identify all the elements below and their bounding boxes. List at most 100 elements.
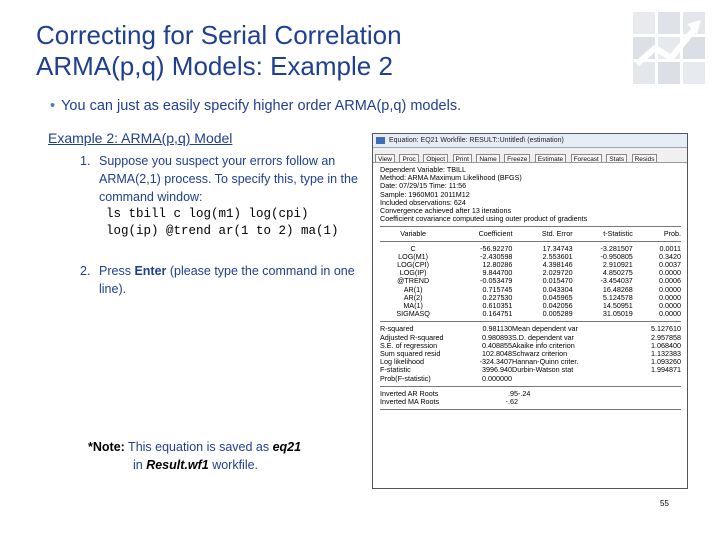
divider xyxy=(380,321,681,323)
stat-cell: Hannan-Quinn criter. xyxy=(512,357,579,367)
table-cell: 0.0000 xyxy=(659,292,681,302)
bullet-point: • You can just as easily specify higher o… xyxy=(50,98,461,114)
window-titlebar[interactable]: Equation: EQ21 Workfile: RESULT::Untitle… xyxy=(373,134,687,148)
stat-cell: Log likelihood xyxy=(380,357,424,367)
root-cell: .95 xyxy=(508,388,518,398)
table-cell: -3.454037 xyxy=(600,276,633,286)
table-cell: 12.80286 xyxy=(482,260,513,270)
title-line-1: Correcting for Serial Correlation xyxy=(36,20,402,50)
output-header: Dependent Variable: TBILL Method: ARMA M… xyxy=(380,166,681,223)
stats-button[interactable]: Stats xyxy=(606,154,628,162)
table-cell: 5.124578 xyxy=(602,292,633,302)
enter-key: Enter xyxy=(134,264,167,278)
table-cell: 2.553601 xyxy=(542,251,573,261)
stat-cell: Schwarz criterion xyxy=(512,349,568,359)
header-line: Included observations: 624 xyxy=(380,198,466,207)
table-cell: 2.910921 xyxy=(602,260,633,270)
table-row: AR(2) 0.227530 0.045965 5.124578 0.0000 xyxy=(380,292,681,302)
stat-cell xyxy=(512,375,612,383)
column-header: Variable xyxy=(400,229,427,239)
table-cell: -2.430598 xyxy=(480,251,513,261)
table-cell: -56.92270 xyxy=(480,243,513,253)
table-cell: C xyxy=(410,243,416,253)
header-line: Method: ARMA Maximum Likelihood (BFGS) xyxy=(380,174,522,183)
command-line-1: ls tbill c log(m1) log(cpi) xyxy=(106,207,309,221)
step-1: 1. Suppose you suspect your errors follo… xyxy=(80,152,370,240)
step-1-text: Suppose you suspect your errors follow a… xyxy=(99,154,358,204)
table-cell: AR(1) xyxy=(403,284,423,294)
forecast-button[interactable]: Forecast xyxy=(570,154,602,162)
table-cell: 0.043304 xyxy=(542,284,573,294)
stat-cell: 5.127610 xyxy=(651,324,681,334)
table-row: AR(1) 0.715745 0.043304 16.48268 0.0000 xyxy=(380,284,681,294)
stat-cell: Sum squared resid xyxy=(380,349,441,359)
stat-cell: -324.3407 xyxy=(479,357,512,367)
stat-cell: 1.994871 xyxy=(651,365,681,375)
stat-cell: Akaike info criterion xyxy=(512,340,575,350)
table-cell: AR(2) xyxy=(403,292,423,302)
step-2-number: 2. xyxy=(80,264,91,278)
table-cell: 31.05019 xyxy=(602,309,633,319)
table-cell: 0.610351 xyxy=(482,301,513,311)
proc-button[interactable]: Proc xyxy=(399,154,419,162)
table-cell: 0.0006 xyxy=(659,276,681,286)
stat-cell: R-squared xyxy=(380,324,414,334)
object-button[interactable]: Object xyxy=(423,154,449,162)
table-row: C -56.92270 17.34743 -3.281507 0.0011 xyxy=(380,243,682,253)
window-toolbar: View Proc Object Print Name Freeze Estim… xyxy=(373,148,687,163)
table-cell: 0.164751 xyxy=(482,309,513,319)
table-cell: -3.281507 xyxy=(600,243,633,253)
header-line: Date: 07/29/15 Time: 11:56 xyxy=(380,182,467,191)
freeze-button[interactable]: Freeze xyxy=(504,154,531,162)
page-number: 55 xyxy=(660,499,669,508)
inverted-roots: Inverted AR Roots .95 -.24 Inverted MA Root… xyxy=(380,388,681,406)
table-cell: 0.015470 xyxy=(542,276,573,286)
stat-cell: 0.981130 xyxy=(482,324,512,334)
column-header: Std. Error xyxy=(541,229,573,239)
table-cell: 4.398146 xyxy=(542,260,573,270)
print-button[interactable]: Print xyxy=(452,154,472,162)
view-button[interactable]: View xyxy=(375,154,395,162)
table-row: SIGMASQ 0.164751 0.005289 31.05019 0.0000 xyxy=(380,310,681,318)
table-header-row: Variable Coefficient Std. Error t-Statis… xyxy=(380,230,681,238)
note-file: Result.wf1 xyxy=(146,458,209,472)
stat-cell: F-statistic xyxy=(380,365,411,375)
stat-cell: 0.980893 xyxy=(482,332,512,342)
slide-title: Correcting for Serial Correlation ARMA(p… xyxy=(36,20,596,82)
divider xyxy=(380,226,681,228)
step-2: 2. Press Enter (please type the command … xyxy=(80,262,370,298)
note: *Note: This equation is saved as eq21 in… xyxy=(88,438,301,474)
table-cell: 0.0000 xyxy=(659,268,681,278)
column-header: t-Statistic xyxy=(603,229,633,239)
equation-window[interactable]: Equation: EQ21 Workfile: RESULT::Untitle… xyxy=(372,133,688,489)
root-cell: -.24 xyxy=(518,388,531,398)
table-cell: 0.0000 xyxy=(659,284,681,294)
table-cell: LOG(IP) xyxy=(399,268,427,278)
estimation-output: Dependent Variable: TBILL Method: ARMA M… xyxy=(373,163,687,411)
table-cell: 9.844700 xyxy=(482,268,513,278)
resids-button[interactable]: Resids xyxy=(631,154,658,162)
divider xyxy=(380,409,681,411)
stat-cell: S.E. of regression xyxy=(380,340,438,350)
stat-cell: Prob(F-statistic) xyxy=(380,373,431,383)
note-text-3: workfile. xyxy=(208,458,259,472)
stat-cell: Durbin-Watson stat xyxy=(512,365,574,375)
name-button[interactable]: Name xyxy=(476,154,500,162)
estimate-button[interactable]: Estimate xyxy=(534,154,567,162)
logo-icon xyxy=(633,12,705,84)
table-cell: 4.850275 xyxy=(602,268,633,278)
divider xyxy=(380,385,681,387)
table-cell: LOG(CPI) xyxy=(397,260,430,270)
step-2-text: Press Enter (please type the command in … xyxy=(99,262,370,298)
window-icon xyxy=(376,137,385,144)
table-cell: 0.0000 xyxy=(659,301,681,311)
table-cell: 0.3420 xyxy=(659,251,681,261)
title-line-2: ARMA(p,q) Models: Example 2 xyxy=(36,51,393,81)
stat-cell: 3996.940 xyxy=(482,365,512,375)
stat-cell xyxy=(612,375,681,383)
table-cell: SIGMASQ xyxy=(396,309,430,319)
table-cell: 0.0011 xyxy=(659,243,681,253)
table-row: @TREND -0.053479 0.015470 -3.454037 0.0006 xyxy=(380,277,681,285)
table-row: MA(1) 0.610351 0.042056 14.50951 0.0000 xyxy=(380,301,681,311)
table-cell: 17.34743 xyxy=(542,243,573,253)
